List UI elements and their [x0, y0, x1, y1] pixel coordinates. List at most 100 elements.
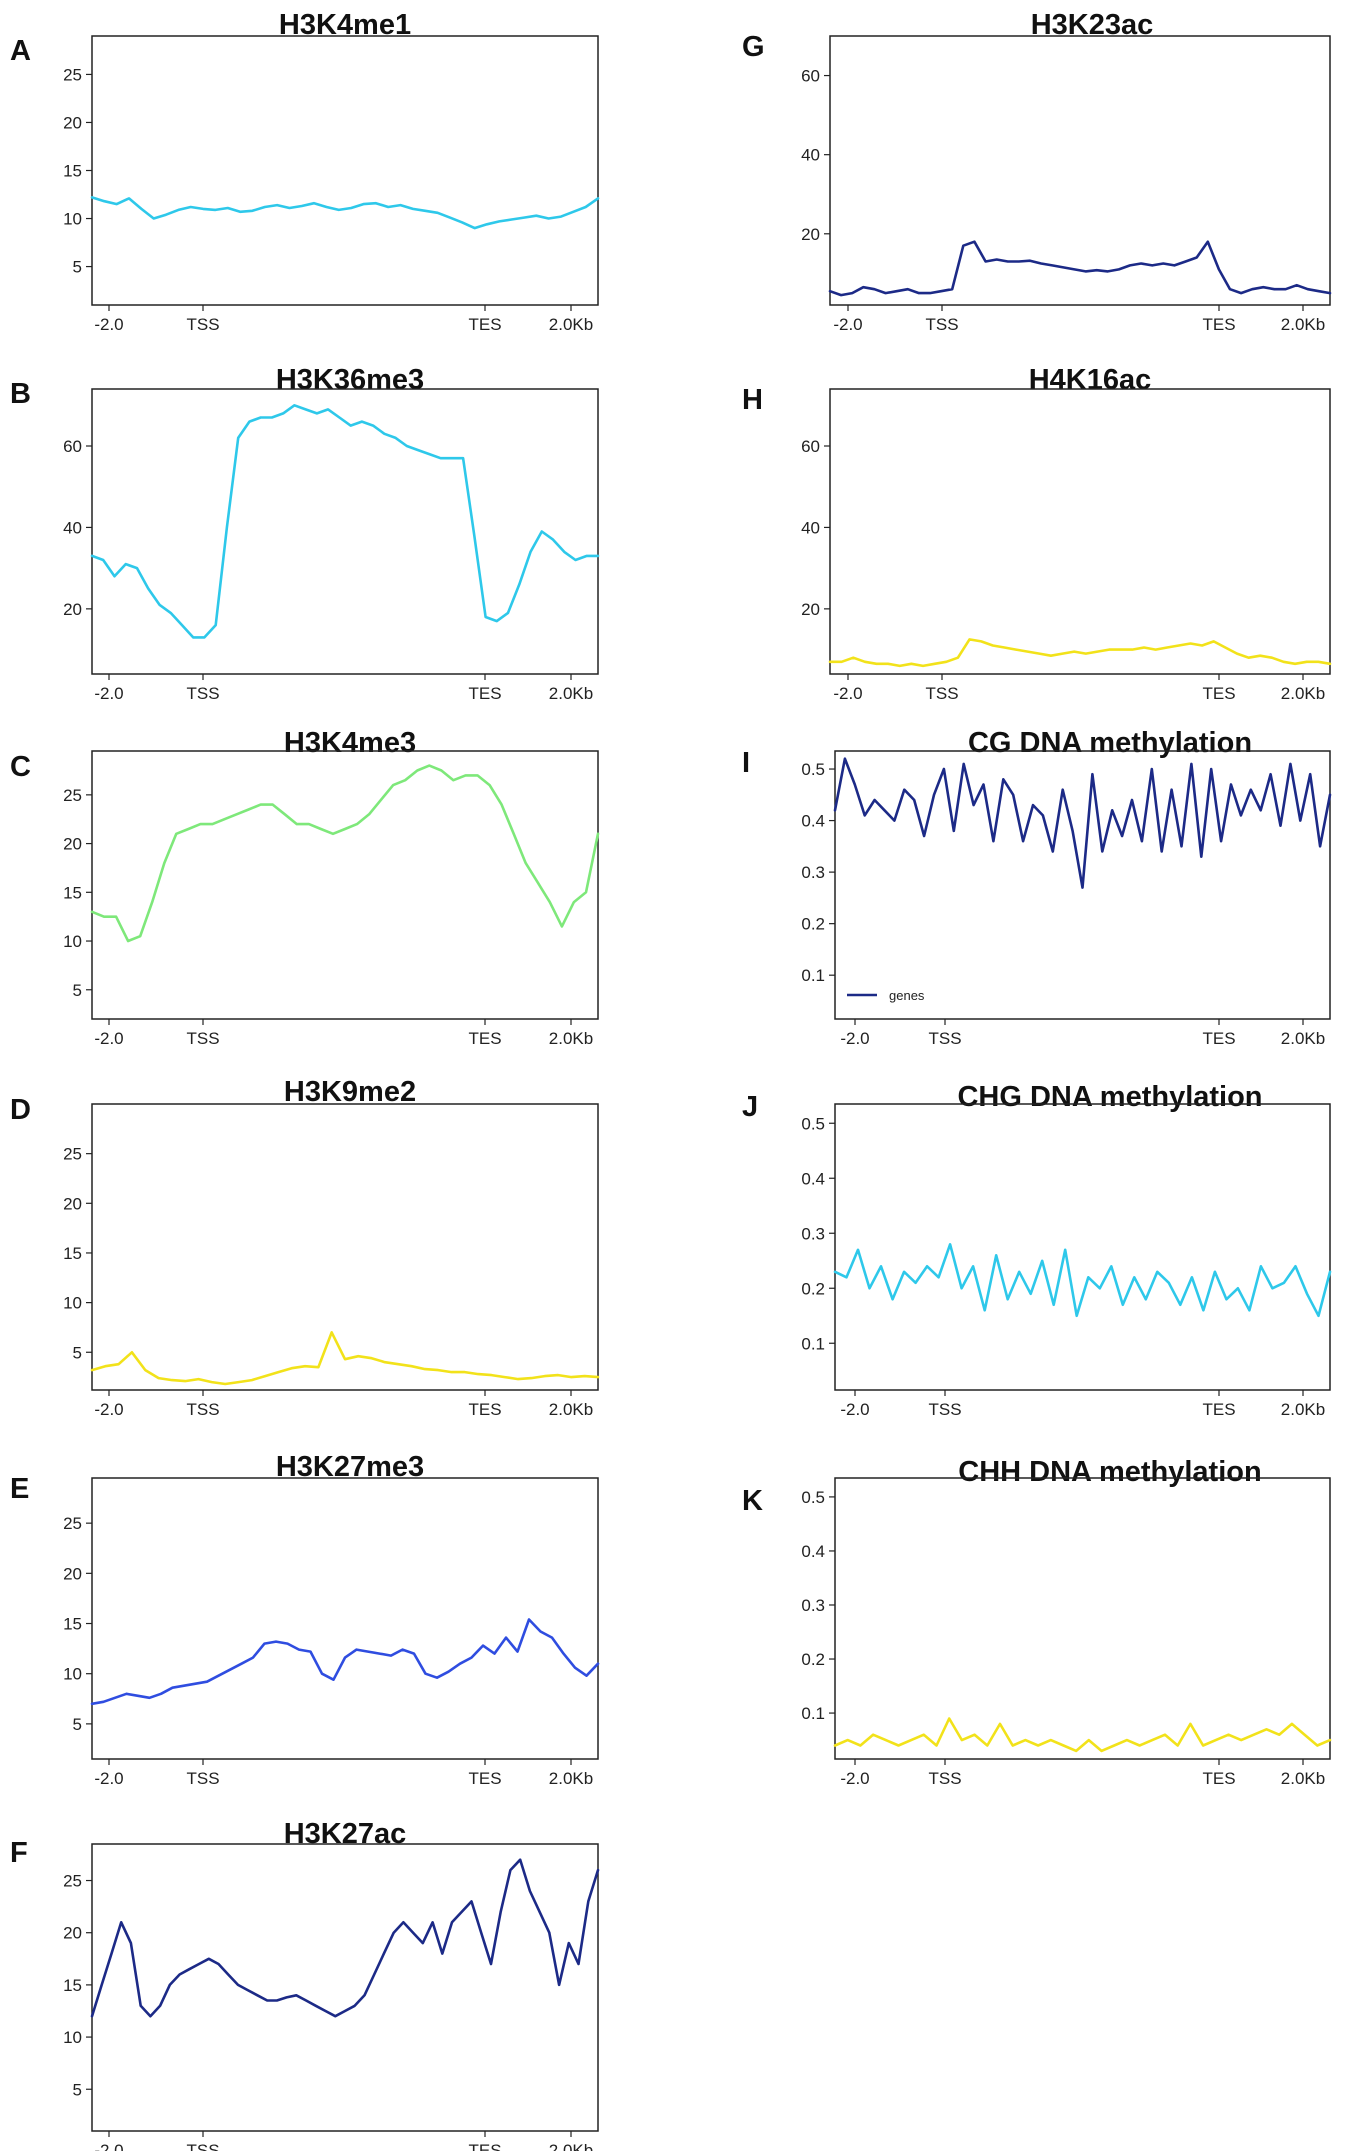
y-tick-label-k: 0.5	[801, 1488, 825, 1507]
panel-d: D H3K9me2 5 10 15 20 25 -2.0 TSS TES 2.0Kb	[10, 1076, 600, 1419]
y-tick-label-a: 25	[63, 65, 82, 84]
x-tick-label-c: TSS	[186, 1029, 219, 1048]
y-tick-label-d: 20	[63, 1194, 82, 1213]
plot-frame-j	[834, 1103, 1331, 1391]
x-tick-label-i: 2.0Kb	[1281, 1029, 1325, 1048]
chart-title-c: H3K4me3	[284, 727, 416, 759]
y-tick-label-h: 40	[801, 518, 820, 537]
x-tick-label-c: -2.0	[94, 1029, 123, 1048]
panel-letter-b: B	[10, 378, 31, 410]
plot-frame-c	[91, 750, 599, 1020]
series-line-i	[833, 757, 1332, 889]
y-tick-label-k: 0.1	[801, 1704, 825, 1723]
y-tick-label-j: 0.2	[801, 1279, 825, 1298]
x-tick-label-h: TES	[1202, 684, 1235, 703]
plot-frame-h	[829, 388, 1331, 675]
series-line-j	[833, 1243, 1332, 1318]
series-line-f	[90, 1858, 600, 2018]
y-tick-label-i: 0.5	[801, 760, 825, 779]
y-tick-label-k: 0.2	[801, 1650, 825, 1669]
x-tick-label-j: 2.0Kb	[1281, 1400, 1325, 1419]
y-tick-label-i: 0.2	[801, 915, 825, 934]
series-line-c	[90, 764, 600, 943]
panel-f: F H3K27ac 5 10 15 20 25 -2.0 TSS TES 2.0Kb	[10, 1818, 600, 2151]
x-tick-label-b: 2.0Kb	[549, 684, 593, 703]
y-tick-label-a: 5	[73, 258, 82, 277]
x-tick-label-k: TES	[1202, 1769, 1235, 1788]
y-tick-label-i: 0.1	[801, 966, 825, 985]
x-tick-label-f: -2.0	[94, 2141, 123, 2151]
plot-frame-b	[91, 388, 599, 675]
x-tick-label-d: 2.0Kb	[549, 1400, 593, 1419]
y-tick-label-d: 25	[63, 1145, 82, 1164]
y-tick-label-e: 5	[73, 1715, 82, 1734]
chart-title-d: H3K9me2	[284, 1076, 416, 1108]
x-tick-label-h: TSS	[925, 684, 958, 703]
panel-h: H H4K16ac 20 40 60 -2.0 TSS TES 2.0Kb	[742, 364, 1332, 703]
panel-j: J CHG DNA methylation 0.1 0.2 0.3 0.4 0.5 -2.0 T…	[742, 1081, 1332, 1419]
x-tick-label-f: 2.0Kb	[549, 2141, 593, 2151]
y-tick-label-c: 10	[63, 932, 82, 951]
y-tick-label-g: 60	[801, 67, 820, 86]
y-tick-label-k: 0.4	[801, 1542, 825, 1561]
y-tick-label-g: 40	[801, 146, 820, 165]
x-tick-label-j: TSS	[928, 1400, 961, 1419]
x-tick-label-a: TSS	[186, 315, 219, 334]
panel-letter-d: D	[10, 1094, 31, 1126]
x-tick-label-d: TSS	[186, 1400, 219, 1419]
y-tick-label-d: 5	[73, 1343, 82, 1362]
x-tick-label-b: TES	[468, 684, 501, 703]
x-tick-label-h: 2.0Kb	[1281, 684, 1325, 703]
y-tick-label-e: 20	[63, 1564, 82, 1583]
y-tick-label-f: 15	[63, 1976, 82, 1995]
chart-title-i: CG DNA methylation	[968, 727, 1252, 759]
panel-i: I CG DNA methylation 0.1 0.2 0.3 0.4 0.5 -2.0 TS…	[742, 727, 1332, 1048]
y-tick-label-j: 0.1	[801, 1334, 825, 1353]
panel-k: K CHH DNA methylation 0.1 0.2 0.3 0.4 0.5 -2.0 T…	[742, 1456, 1332, 1788]
chart-title-b: H3K36me3	[276, 364, 424, 396]
y-tick-label-b: 60	[63, 437, 82, 456]
y-tick-label-a: 10	[63, 210, 82, 229]
y-tick-label-c: 20	[63, 835, 82, 854]
y-tick-label-j: 0.3	[801, 1224, 825, 1243]
y-tick-label-d: 15	[63, 1244, 82, 1263]
y-tick-label-c: 15	[63, 883, 82, 902]
x-tick-label-a: 2.0Kb	[549, 315, 593, 334]
x-tick-label-b: TSS	[186, 684, 219, 703]
y-tick-label-e: 10	[63, 1665, 82, 1684]
y-tick-label-f: 5	[73, 2080, 82, 2099]
y-tick-label-d: 10	[63, 1294, 82, 1313]
plot-frame-i	[834, 750, 1331, 1020]
panel-letter-c: C	[10, 751, 31, 783]
x-tick-label-k: -2.0	[840, 1769, 869, 1788]
x-tick-label-e: TES	[468, 1769, 501, 1788]
panel-b: B H3K36me3 20 40 60 -2.0 TSS TES 2.0Kb	[10, 364, 600, 703]
x-tick-label-i: TES	[1202, 1029, 1235, 1048]
y-tick-label-i: 0.4	[801, 812, 825, 831]
y-tick-label-h: 60	[801, 437, 820, 456]
series-line-k	[833, 1717, 1332, 1753]
panel-letter-f: F	[10, 1837, 28, 1869]
series-line-g	[828, 240, 1332, 297]
panel-letter-i: I	[742, 747, 750, 779]
x-tick-label-g: TES	[1202, 315, 1235, 334]
y-tick-label-e: 15	[63, 1615, 82, 1634]
panel-letter-a: A	[10, 35, 31, 67]
x-tick-label-k: TSS	[928, 1769, 961, 1788]
y-tick-label-i: 0.3	[801, 863, 825, 882]
series-line-d	[90, 1331, 600, 1386]
y-tick-label-j: 0.5	[801, 1114, 825, 1133]
y-tick-label-b: 20	[63, 600, 82, 619]
x-tick-label-b: -2.0	[94, 684, 123, 703]
chart-title-f: H3K27ac	[284, 1818, 407, 1850]
x-tick-label-a: TES	[468, 315, 501, 334]
series-line-b	[90, 403, 600, 639]
y-tick-label-a: 20	[63, 113, 82, 132]
x-tick-label-e: -2.0	[94, 1769, 123, 1788]
chart-title-j: CHG DNA methylation	[957, 1081, 1262, 1113]
y-tick-label-f: 25	[63, 1872, 82, 1891]
y-tick-label-g: 20	[801, 225, 820, 244]
